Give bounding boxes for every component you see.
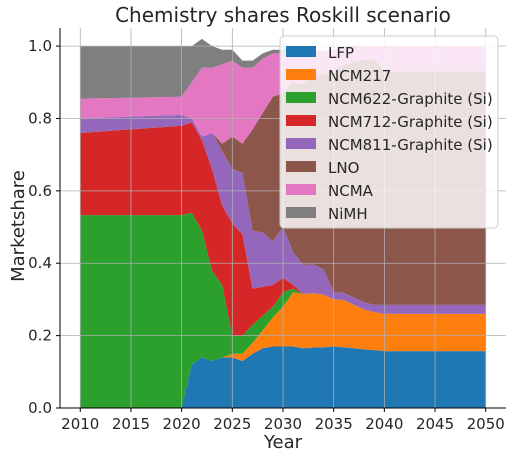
x-tick-label-0: 2010	[61, 415, 99, 433]
x-tick-label-5: 2035	[315, 415, 353, 433]
y-tick-label-3: 0.6	[28, 182, 52, 200]
legend-swatch-2	[286, 92, 316, 103]
legend-swatch-7	[286, 207, 316, 218]
legend-swatch-5	[286, 161, 316, 172]
legend-swatch-1	[286, 69, 316, 80]
legend-label-0: LFP	[328, 44, 354, 62]
x-tick-label-4: 2030	[264, 415, 302, 433]
y-tick-label-4: 0.8	[28, 109, 52, 127]
legend-label-3: NCM712-Graphite (Si)	[328, 113, 493, 131]
legend-swatch-0	[286, 46, 316, 57]
legend-label-7: NiMH	[328, 205, 368, 223]
x-tick-label-2: 2020	[163, 415, 201, 433]
x-ticks: 2010 2015 2020 2025 2030 2035 2040 2045 2050	[61, 408, 505, 433]
legend: LFP NCM217 NCM622-Graphite (Si) NCM712-Grap…	[279, 35, 499, 229]
y-tick-label-5: 1.0	[28, 37, 52, 55]
legend-swatch-6	[286, 184, 316, 195]
legend-label-1: NCM217	[328, 67, 391, 85]
x-tick-label-1: 2015	[112, 415, 150, 433]
y-tick-label-0: 0.0	[28, 399, 52, 417]
legend-label-4: NCM811-Graphite (Si)	[328, 136, 493, 154]
legend-swatch-4	[286, 138, 316, 149]
legend-swatch-3	[286, 115, 316, 126]
x-tick-label-6: 2040	[365, 415, 403, 433]
x-tick-label-3: 2025	[213, 415, 251, 433]
legend-frame	[279, 35, 499, 229]
x-axis-label: Year	[263, 432, 303, 453]
legend-label-2: NCM622-Graphite (Si)	[328, 90, 493, 108]
legend-label-6: NCMA	[328, 182, 374, 200]
y-axis-label: Marketshare	[8, 170, 29, 282]
legend-label-5: LNO	[328, 159, 359, 177]
y-ticks: 0.0 0.2 0.4 0.6 0.8 1.0	[28, 37, 60, 417]
y-tick-label-1: 0.2	[28, 327, 52, 345]
chart-title: Chemistry shares Roskill scenario	[115, 3, 451, 27]
x-tick-label-7: 2045	[416, 415, 454, 433]
y-tick-label-2: 0.4	[28, 254, 52, 272]
x-tick-label-8: 2050	[467, 415, 505, 433]
